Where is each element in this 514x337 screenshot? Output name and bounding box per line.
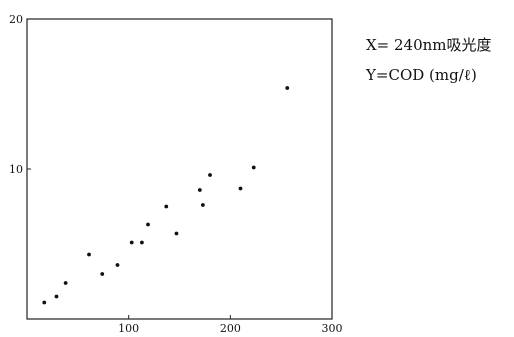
data-point: [200, 203, 205, 207]
data-point: [42, 300, 47, 305]
x-tick-label: 300: [322, 322, 343, 335]
data-point: [146, 222, 150, 227]
y-axis-ticks: 10 20: [9, 13, 31, 176]
x-axis-ticks: 100 200 300: [118, 315, 343, 335]
data-point: [115, 263, 120, 267]
annotation-x-definition: X= 240nm吸光度: [366, 36, 492, 54]
data-point: [208, 173, 212, 177]
y-tick-label: 10: [9, 163, 23, 176]
data-point: [174, 231, 179, 236]
data-point: [164, 204, 169, 209]
plot-frame: [26, 18, 333, 320]
data-points: [42, 86, 290, 305]
data-point: [129, 240, 134, 245]
data-point: [238, 186, 243, 191]
data-point: [63, 281, 68, 285]
data-point: [251, 165, 256, 170]
data-point: [54, 294, 59, 299]
y-tick-label: 20: [9, 13, 23, 26]
data-point: [87, 252, 91, 257]
data-point: [197, 188, 202, 192]
annotation-y-definition: Y=COD (mg/ℓ): [366, 66, 477, 84]
data-point: [100, 272, 105, 276]
x-tick-label: 200: [220, 322, 241, 335]
data-point: [285, 86, 290, 90]
x-tick-label: 100: [118, 322, 139, 335]
data-point: [139, 240, 144, 245]
